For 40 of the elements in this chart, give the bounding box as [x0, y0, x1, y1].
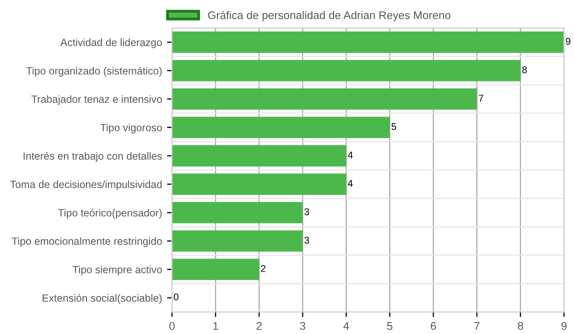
data-label: 4 — [348, 180, 353, 187]
x-tick-label: 1 — [213, 322, 218, 330]
data-label: 4 — [348, 152, 353, 158]
data-label: 7 — [478, 94, 484, 102]
bar — [172, 145, 346, 166]
x-tick-label: 7 — [474, 322, 480, 330]
y-tick-label: Extensión social(sociable) — [42, 294, 162, 304]
bar — [172, 230, 303, 252]
y-tick-label: Trabajador tenaz e intensivo — [31, 95, 162, 105]
data-label: 8 — [522, 66, 527, 74]
bar — [172, 258, 260, 280]
data-label: 3 — [304, 208, 310, 216]
bar — [172, 60, 520, 82]
y-tick-label: Toma de decisiones/impulsividad — [10, 180, 162, 190]
x-tick-label: 2 — [256, 322, 262, 330]
x-tick-label: 6 — [430, 322, 436, 330]
y-tick-label: Tipo teórico(pensador) — [58, 208, 162, 219]
y-tick-label: Tipo vigoroso — [100, 124, 162, 134]
data-label: 9 — [566, 38, 570, 45]
bar — [172, 88, 477, 110]
data-label: 2 — [260, 265, 266, 272]
bar — [172, 116, 390, 138]
data-label: 0 — [174, 294, 178, 300]
y-tick-label: Tipo siempre activo — [72, 266, 162, 276]
bar — [172, 174, 346, 195]
x-tick-label: 5 — [387, 322, 392, 330]
x-tick-label: 3 — [300, 322, 306, 330]
y-tick-label: Actividad de liderazgo — [60, 38, 162, 48]
x-tick-label: 8 — [518, 322, 524, 330]
data-label: 3 — [304, 236, 310, 244]
x-tick-label: 4 — [343, 322, 349, 330]
x-tick-label: 9 — [561, 322, 567, 330]
bar — [172, 32, 564, 53]
bar — [172, 202, 303, 224]
y-tick-label: Tipo organizado (sistemático) — [26, 66, 162, 77]
y-tick-label: Interés en trabajo con detalles — [24, 152, 162, 162]
legend-label: Gráfica de personalidad de Adrian Reyes Moreno — [208, 10, 450, 22]
y-tick-label: Tipo emocionalmente restringido — [12, 237, 162, 247]
x-tick-label: 0 — [169, 322, 175, 330]
data-label: 5 — [392, 123, 396, 130]
